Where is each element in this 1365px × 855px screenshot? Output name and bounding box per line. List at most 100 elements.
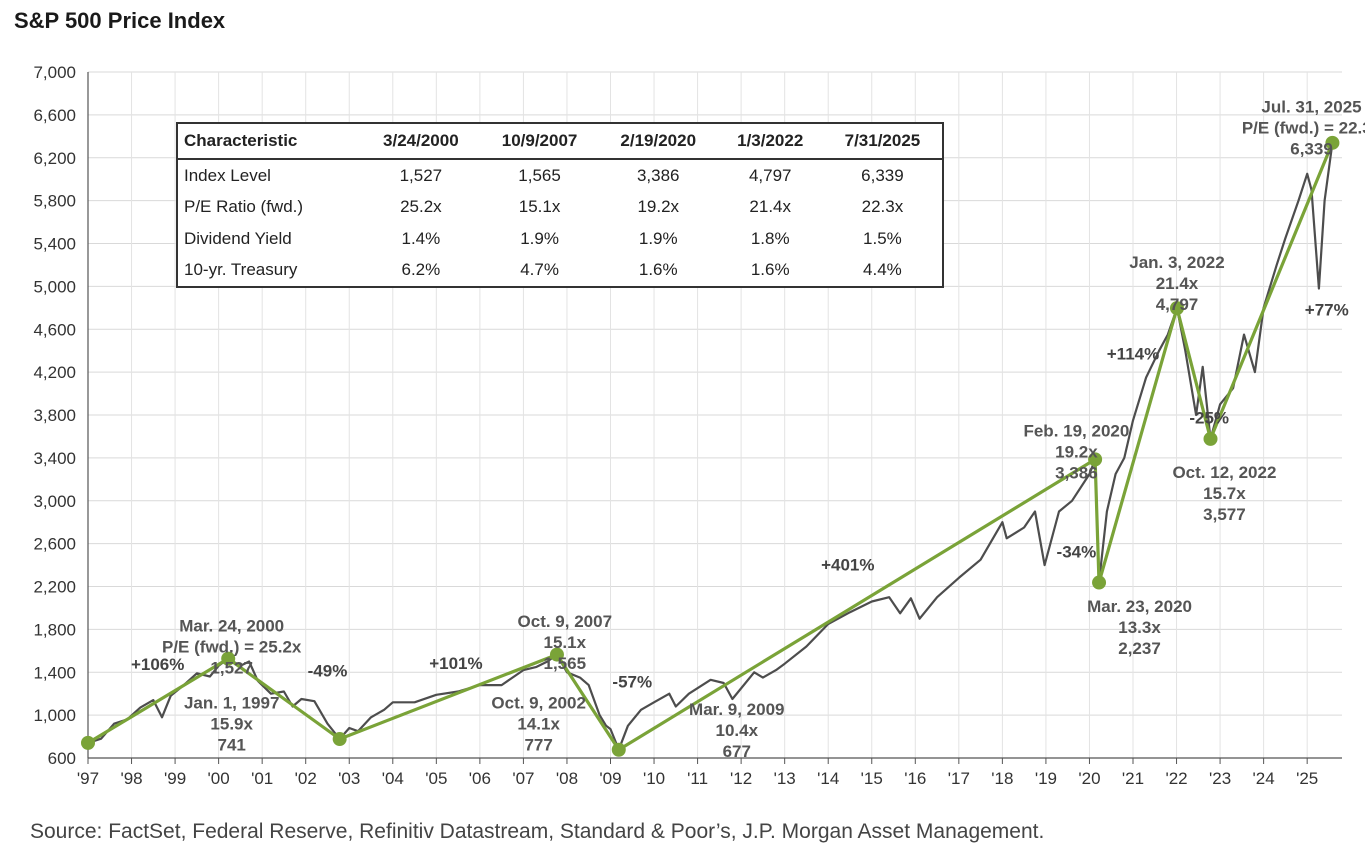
y-tick-label: 1,800 bbox=[33, 620, 76, 639]
percent-change-label: -25% bbox=[1189, 409, 1229, 428]
annotation-line: Oct. 12, 2022 bbox=[1172, 463, 1276, 482]
table-row: Index Level 1,527 1,565 3,386 4,797 6,339 bbox=[177, 159, 943, 192]
annotation-line: Feb. 19, 2020 bbox=[1023, 421, 1129, 440]
annotation-line: 1,565 bbox=[544, 654, 587, 673]
x-tick-label: '97 bbox=[77, 769, 99, 788]
table-cell: 1.4% bbox=[401, 228, 441, 248]
x-tick-label: '09 bbox=[599, 769, 621, 788]
percent-change-label: -49% bbox=[308, 662, 348, 681]
annotation-line: Oct. 9, 2007 bbox=[518, 612, 613, 631]
point-annotation: Oct. 9, 2007 15.1x 1,565 bbox=[518, 612, 613, 673]
annotation-line: 13.3x bbox=[1118, 618, 1161, 637]
source-note: Source: FactSet, Federal Reserve, Refini… bbox=[30, 820, 1045, 843]
point-annotation: Feb. 19, 2020 19.2x 3,386 bbox=[1023, 421, 1129, 482]
table-cell: 3,386 bbox=[636, 165, 680, 185]
table-cell: 1.8% bbox=[750, 228, 790, 248]
x-tick-label: '25 bbox=[1296, 769, 1318, 788]
annotation-line: 3,577 bbox=[1203, 505, 1246, 524]
table-cell: 19.2x bbox=[637, 197, 680, 217]
y-tick-label: 3,000 bbox=[33, 492, 76, 511]
table-cell: 1.6% bbox=[638, 260, 678, 280]
percent-change-label: +77% bbox=[1305, 300, 1349, 319]
annotation-line: 777 bbox=[524, 736, 552, 755]
table-cell: P/E Ratio (fwd.) bbox=[184, 197, 304, 217]
annotation-line: 741 bbox=[218, 736, 246, 755]
point-annotation: Jan. 3, 2022 21.4x 4,797 bbox=[1129, 253, 1224, 314]
percent-change-label: +114% bbox=[1107, 344, 1159, 363]
y-tick-label: 6,200 bbox=[33, 149, 76, 168]
annotation-line: P/E (fwd.) = 22.3x bbox=[1242, 119, 1365, 138]
table-cell: 4,797 bbox=[748, 165, 792, 185]
peak-trough-marker bbox=[611, 742, 626, 757]
point-annotation: Oct. 9, 2002 14.1x 777 bbox=[491, 694, 586, 755]
trend-layer bbox=[81, 135, 1340, 757]
point-annotation: Mar. 23, 2020 13.3x 2,237 bbox=[1087, 597, 1192, 658]
x-tick-label: '07 bbox=[512, 769, 534, 788]
table-header-cell: 3/24/2000 bbox=[361, 123, 481, 160]
x-tick-label: '24 bbox=[1253, 769, 1275, 788]
annotation-line: 2,237 bbox=[1118, 639, 1161, 658]
table-cell: 6,339 bbox=[861, 165, 904, 185]
table-cell: 1.6% bbox=[750, 260, 790, 280]
y-tick-label: 6,600 bbox=[33, 106, 76, 125]
x-tick-label: '17 bbox=[948, 769, 970, 788]
x-tick-label: '23 bbox=[1209, 769, 1231, 788]
table-header-cell: 1/3/2022 bbox=[717, 123, 823, 160]
peak-trough-marker bbox=[1203, 431, 1218, 446]
peak-trough-marker bbox=[1088, 452, 1103, 467]
axis-layer: 600 1,000 1,400 1,800 2,200 2,600 3,000 3,400 3,… bbox=[33, 63, 1342, 788]
peak-trough-marker bbox=[221, 651, 236, 666]
table-cell: 1,527 bbox=[399, 165, 443, 185]
table-header-cell: 2/19/2020 bbox=[598, 123, 718, 160]
x-tick-label: '14 bbox=[817, 769, 839, 788]
table-row: P/E Ratio (fwd.) 25.2x 15.1x 19.2x 21.4x 22.3… bbox=[177, 192, 943, 223]
y-tick-label: 5,000 bbox=[33, 277, 76, 296]
annotation-line: 15.9x bbox=[210, 715, 253, 734]
percent-change-label: +101% bbox=[429, 654, 482, 673]
table-cell: 4.7% bbox=[520, 260, 559, 280]
annotation-line: 15.1x bbox=[544, 633, 587, 652]
peak-trough-marker bbox=[1169, 301, 1184, 316]
x-tick-label: '05 bbox=[425, 769, 447, 788]
annotation-line: Jul. 31, 2025 bbox=[1261, 98, 1361, 117]
annotation-line: Mar. 23, 2020 bbox=[1087, 597, 1192, 616]
table-cell: 1.9% bbox=[520, 228, 559, 248]
table-cell: 1.5% bbox=[863, 228, 902, 248]
table-cell: 15.1x bbox=[518, 197, 561, 217]
y-tick-label: 7,000 bbox=[33, 63, 76, 82]
annotation-line: 1,527 bbox=[210, 659, 253, 678]
percent-change-label: +401% bbox=[821, 555, 874, 574]
table-row: Dividend Yield 1.4% 1.9% 1.9% 1.8% 1.5% bbox=[177, 223, 943, 254]
y-tick-label: 5,400 bbox=[33, 235, 76, 254]
y-tick-label: 3,400 bbox=[33, 449, 76, 468]
y-tick-label: 3,800 bbox=[33, 406, 76, 425]
annotation-line: 14.1x bbox=[517, 715, 560, 734]
x-tick-label: '04 bbox=[382, 769, 404, 788]
percent-change-label: -57% bbox=[612, 672, 652, 691]
table-header-cell: 10/9/2007 bbox=[480, 123, 599, 160]
y-tick-label: 4,200 bbox=[33, 363, 76, 382]
y-tick-label: 2,600 bbox=[33, 535, 76, 554]
x-tick-label: '06 bbox=[469, 769, 491, 788]
chart-title: S&P 500 Price Index bbox=[14, 8, 226, 33]
y-tick-label: 600 bbox=[48, 749, 76, 768]
point-annotation: Jul. 31, 2025 P/E (fwd.) = 22.3x 6,339 bbox=[1242, 98, 1365, 159]
table-cell: 25.2x bbox=[400, 197, 442, 217]
table-cell: Index Level bbox=[184, 165, 271, 185]
annotation-line: 3,386 bbox=[1055, 463, 1098, 482]
point-annotation: Jan. 1, 1997 15.9x 741 bbox=[184, 694, 279, 755]
point-annotation: Mar. 9, 2009 10.4x 677 bbox=[689, 700, 784, 761]
annotation-line: 4,797 bbox=[1156, 295, 1199, 314]
x-tick-label: '16 bbox=[904, 769, 926, 788]
annotation-line: 21.4x bbox=[1156, 274, 1199, 293]
table-cell: Dividend Yield bbox=[184, 228, 292, 248]
peak-trough-marker bbox=[81, 735, 95, 750]
characteristics-table: Characteristic 3/24/2000 10/9/2007 2/19/202… bbox=[176, 122, 944, 288]
point-annotation: Mar. 24, 2000 P/E (fwd.) = 25.2x 1,527 bbox=[162, 617, 302, 678]
table-cell: 10-yr. Treasury bbox=[184, 260, 298, 280]
label-layer: Jul. 31, 2025 P/E (fwd.) = 22.3x 6,339 Jan.… bbox=[131, 98, 1365, 761]
x-tick-label: '15 bbox=[861, 769, 883, 788]
annotation-line: Jan. 1, 1997 bbox=[184, 694, 279, 713]
annotation-line: Jan. 3, 2022 bbox=[1129, 253, 1224, 272]
